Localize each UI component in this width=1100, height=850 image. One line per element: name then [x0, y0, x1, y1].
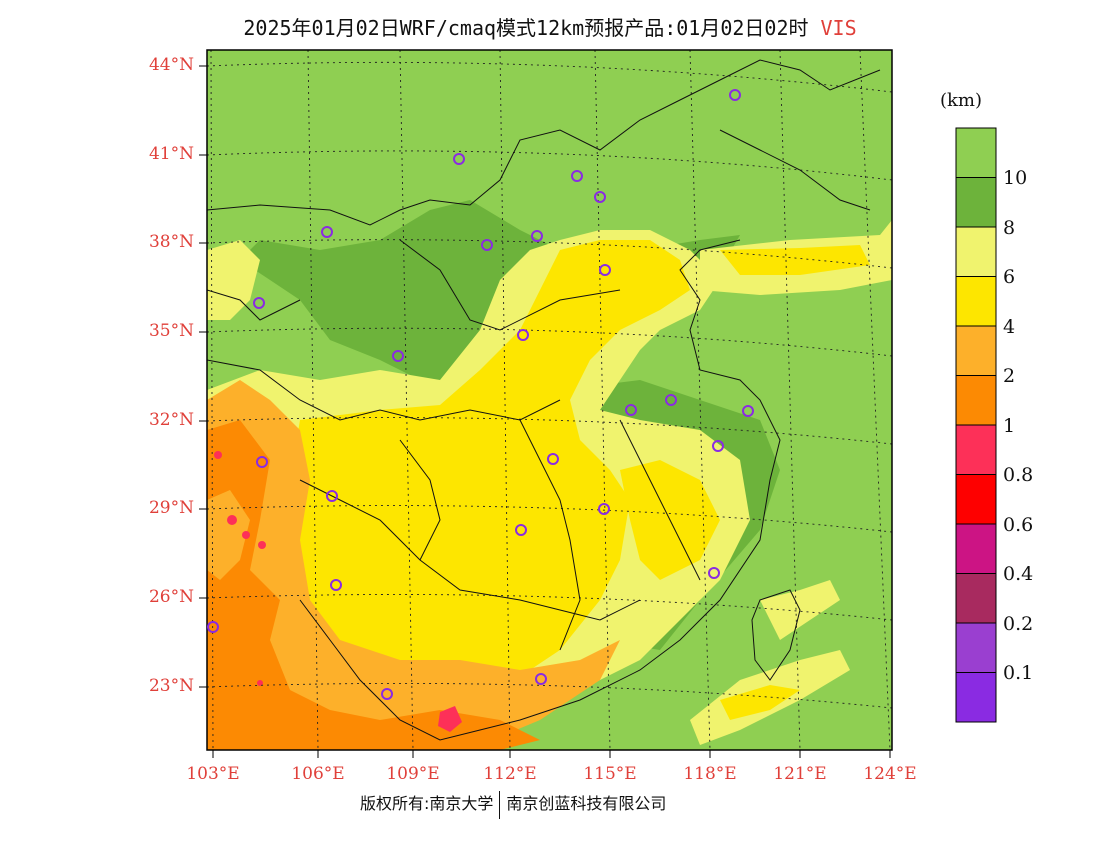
- lon-label-106: 106°E: [291, 764, 345, 784]
- axis-ticks: [199, 65, 891, 758]
- city-marker: [207, 621, 219, 633]
- lon-label-103: 103°E: [186, 764, 240, 784]
- lat-label-35: 35°N: [148, 321, 194, 341]
- colorbar-label: 0.6: [1003, 514, 1034, 536]
- city-marker: [453, 153, 465, 165]
- city-marker: [571, 170, 583, 182]
- colorbar-bin: [955, 325, 997, 376]
- city-marker: [625, 404, 637, 416]
- city-marker: [535, 673, 547, 685]
- city-marker: [594, 191, 606, 203]
- colorbar: [955, 127, 997, 723]
- city-markers: [207, 89, 754, 700]
- colorbar-label: 0.1: [1003, 662, 1034, 684]
- map-title: 2025年01月02日WRF/cmaq模式12km预报产品:01月02日02时 V…: [0, 12, 1100, 41]
- lon-label-115: 115°E: [583, 764, 637, 784]
- colorbar-bin: [955, 573, 997, 624]
- colorbar-bin: [955, 375, 997, 426]
- visibility-field: [207, 50, 892, 750]
- footer-divider: [499, 790, 501, 819]
- city-marker: [256, 456, 268, 468]
- colorbar-label: 10: [1003, 167, 1028, 189]
- city-marker: [481, 239, 493, 251]
- copyright-footer: 版权所有:南京大学 南京创蓝科技有限公司: [360, 790, 666, 819]
- colorbar-bin: [955, 523, 997, 574]
- city-marker: [326, 490, 338, 502]
- city-marker: [598, 503, 610, 515]
- colorbar-label: 0.4: [1003, 563, 1034, 585]
- city-marker: [712, 440, 724, 452]
- colorbar-bin: [955, 622, 997, 673]
- city-marker: [729, 89, 741, 101]
- lon-label-118: 118°E: [683, 764, 737, 784]
- colorbar-bin: [955, 424, 997, 475]
- city-marker: [547, 453, 559, 465]
- colorbar-label: 6: [1003, 266, 1016, 288]
- colorbar-bin: [955, 177, 997, 228]
- lat-label-29: 29°N: [148, 498, 194, 518]
- copyright-owner: 版权所有:南京大学: [360, 794, 494, 813]
- city-marker: [742, 405, 754, 417]
- colorbar-label: 0.2: [1003, 613, 1034, 635]
- city-marker: [531, 230, 543, 242]
- map-frame: [206, 49, 893, 751]
- colorbar-bin: [955, 672, 997, 723]
- colorbar-label: 4: [1003, 316, 1016, 338]
- colorbar-label: 2: [1003, 365, 1016, 387]
- lat-label-32: 32°N: [148, 410, 194, 430]
- city-marker: [708, 567, 720, 579]
- lat-label-38: 38°N: [148, 232, 194, 252]
- lat-label-41: 41°N: [148, 144, 194, 164]
- lat-label-44: 44°N: [148, 55, 194, 75]
- graticule: [207, 50, 892, 750]
- lat-label-23: 23°N: [148, 676, 194, 696]
- variable-name: VIS: [820, 16, 857, 40]
- colorbar-bin: [955, 226, 997, 277]
- colorbar-bin: [955, 127, 997, 178]
- city-marker: [330, 579, 342, 591]
- city-marker: [515, 524, 527, 536]
- city-marker: [253, 297, 265, 309]
- lon-label-109: 109°E: [386, 764, 440, 784]
- colorbar-label: 8: [1003, 217, 1016, 239]
- copyright-company: 南京创蓝科技有限公司: [506, 794, 667, 813]
- city-marker: [665, 394, 677, 406]
- colorbar-bin: [955, 276, 997, 327]
- title-text: 2025年01月02日WRF/cmaq模式12km预报产品:01月02日02时: [243, 16, 809, 40]
- city-marker: [321, 226, 333, 238]
- city-marker: [599, 264, 611, 276]
- boundaries: [207, 59, 881, 741]
- lon-label-124: 124°E: [863, 764, 917, 784]
- city-marker: [381, 688, 393, 700]
- colorbar-label: 0.8: [1003, 464, 1034, 486]
- colorbar-bin: [955, 474, 997, 525]
- lon-label-121: 121°E: [773, 764, 827, 784]
- lon-label-112: 112°E: [483, 764, 537, 784]
- lat-label-26: 26°N: [148, 587, 194, 607]
- city-marker: [392, 350, 404, 362]
- colorbar-unit: (km): [940, 90, 983, 111]
- colorbar-label: 1: [1003, 415, 1016, 437]
- city-marker: [517, 329, 529, 341]
